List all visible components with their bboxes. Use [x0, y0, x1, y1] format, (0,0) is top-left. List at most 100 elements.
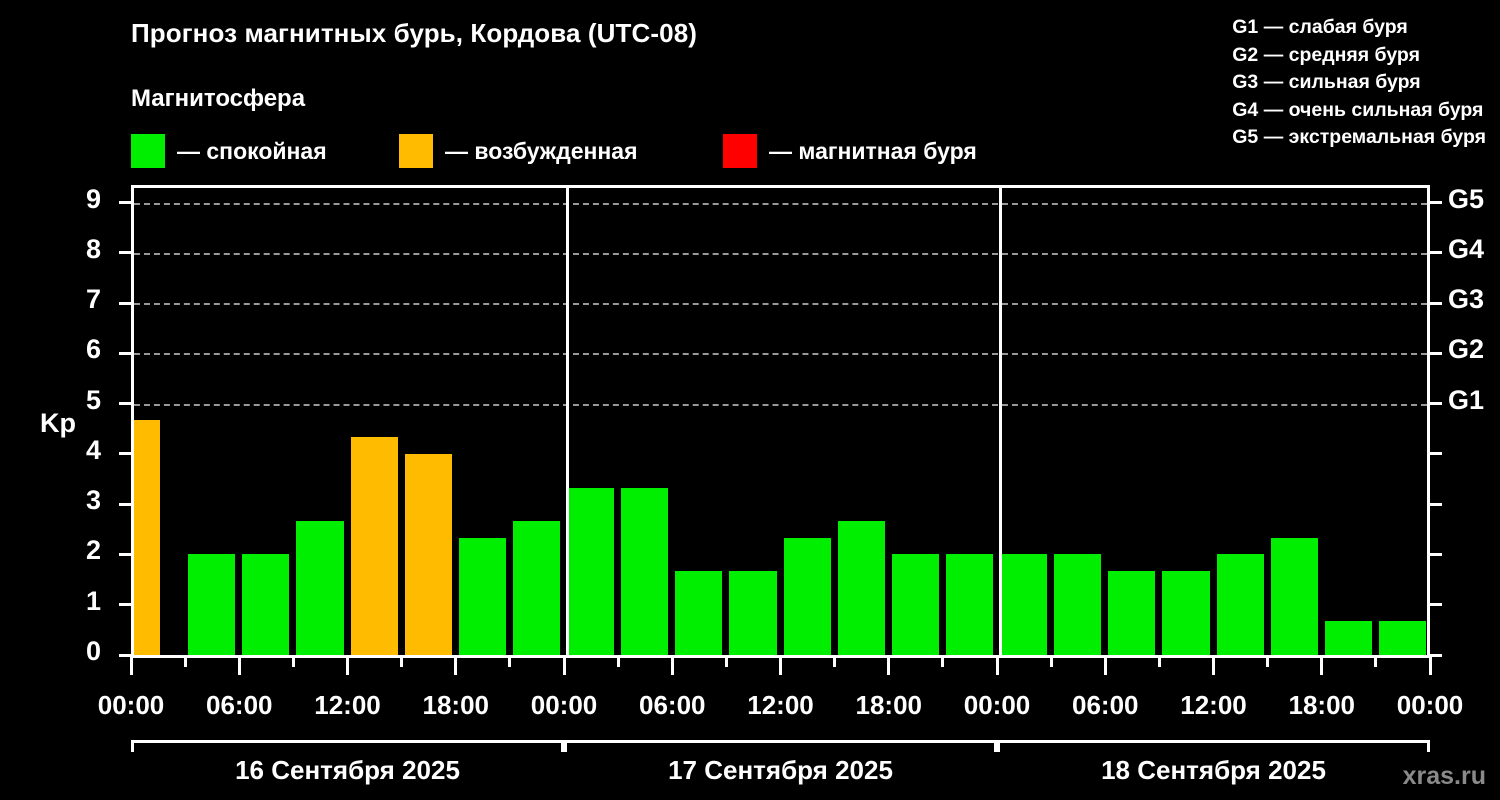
- bar: [242, 554, 290, 655]
- legend-quiet: — спокойная: [131, 134, 327, 168]
- day-separator: [998, 185, 1002, 655]
- x-axis-label: 00:00: [1396, 690, 1464, 720]
- x-axis-label: 00:00: [530, 690, 598, 720]
- g-scale-row-g3: G3 — сильная буря: [1232, 69, 1486, 97]
- g-axis-tick: [1430, 351, 1442, 355]
- bar: [512, 520, 560, 655]
- g-axis-label-g5: G5: [1448, 183, 1485, 214]
- g-axis-tick: [1430, 201, 1442, 205]
- x-axis-tick: [670, 655, 674, 675]
- y-axis-tick: [119, 502, 131, 506]
- bar: [837, 520, 885, 655]
- g-scale-row-g4: G4 — очень сильная буря: [1232, 97, 1486, 125]
- bar: [1108, 571, 1156, 655]
- x-axis-tick: [1157, 655, 1161, 667]
- x-axis-tick: [995, 655, 999, 675]
- bar: [1216, 554, 1264, 655]
- y-axis-tick: [119, 251, 131, 255]
- legend-quiet-label: — спокойная: [177, 137, 327, 164]
- g-axis-tick: [1430, 502, 1442, 506]
- magnetosphere-heading: Магнитосфера: [131, 85, 306, 112]
- bar: [134, 420, 161, 655]
- gridline-kp-8: [134, 252, 1427, 255]
- x-axis-tick: [1320, 655, 1324, 675]
- x-axis-tick: [779, 655, 782, 675]
- g-scale-row-g2: G2 — средняя буря: [1232, 42, 1486, 70]
- g-axis-label-g2: G2: [1448, 334, 1485, 365]
- g-scale-text: — слабая буря: [1258, 16, 1408, 38]
- x-axis-tick: [1374, 655, 1378, 667]
- x-axis-label: 18:00: [422, 690, 490, 720]
- day-label: 16 Сентября 2025: [235, 755, 460, 785]
- x-axis-label: 00:00: [97, 690, 165, 720]
- bar: [783, 537, 831, 655]
- y-axis-title: Kp: [40, 408, 76, 438]
- bar: [891, 554, 939, 655]
- y-axis-tick: [119, 402, 131, 406]
- g-scale-legend: G1 — слабая буря G2 — средняя буря G3 — си…: [1232, 14, 1486, 152]
- bar: [188, 554, 236, 655]
- x-axis-label: 12:00: [1180, 690, 1247, 720]
- legend-storm-label: — магнитная буря: [769, 137, 977, 164]
- x-axis-label: 18:00: [1288, 690, 1356, 720]
- gridline-kp-5: [134, 403, 1427, 406]
- y-axis-label: 9: [85, 183, 101, 214]
- bar: [1324, 621, 1372, 655]
- g-axis-label-g4: G4: [1448, 233, 1485, 264]
- bar: [1054, 554, 1102, 655]
- watermark: xras.ru: [1402, 762, 1486, 790]
- x-axis-label: 06:00: [1072, 690, 1139, 720]
- bar: [621, 487, 669, 655]
- plot-area: [131, 185, 1430, 655]
- x-axis-label: 06:00: [206, 690, 273, 720]
- legend-active: — возбужденная: [399, 134, 638, 168]
- g-scale-text: — экстремальная буря: [1258, 126, 1486, 148]
- bar: [458, 537, 506, 655]
- x-axis-tick: [1428, 655, 1432, 675]
- x-axis-tick: [1266, 655, 1270, 667]
- gridline-kp-9: [134, 202, 1427, 205]
- x-axis-tick: [1212, 655, 1215, 675]
- y-axis-tick: [119, 452, 131, 456]
- bar: [404, 453, 452, 655]
- g-scale-text: — сильная буря: [1258, 71, 1421, 93]
- bar: [567, 487, 615, 655]
- y-axis-tick: [119, 603, 131, 607]
- day-label: 18 Сентября 2025: [1101, 755, 1326, 785]
- g-axis-tick: [1430, 251, 1442, 255]
- gridline-kp-6: [134, 353, 1427, 356]
- x-axis-label: 00:00: [963, 690, 1031, 720]
- g-scale-code: G5: [1232, 126, 1259, 148]
- g-scale-code: G1: [1232, 16, 1259, 38]
- y-axis-label: 4: [85, 434, 101, 465]
- bar: [1162, 571, 1210, 655]
- day-label: 17 Сентября 2025: [668, 755, 893, 785]
- plot-top-border: [131, 185, 1430, 188]
- x-axis-tick: [291, 655, 295, 667]
- x-axis-tick: [724, 655, 728, 667]
- g-axis-tick: [1430, 552, 1442, 556]
- legend-quiet-swatch-icon: [131, 134, 165, 168]
- y-axis-tick: [119, 653, 131, 657]
- y-axis-tick: [119, 201, 131, 205]
- day-separator: [565, 185, 569, 655]
- day-bracket: [997, 740, 1430, 752]
- x-axis-label: 18:00: [855, 690, 923, 720]
- x-axis-label: 12:00: [314, 690, 381, 720]
- legend-active-swatch-icon: [399, 134, 433, 168]
- y-axis-label: 1: [85, 585, 101, 616]
- bar: [1000, 554, 1048, 655]
- x-axis-tick: [183, 655, 187, 667]
- x-axis-tick: [346, 655, 349, 675]
- x-axis-tick: [833, 655, 837, 667]
- y-axis-tick: [119, 552, 131, 556]
- y-axis-label: 8: [85, 233, 101, 264]
- y-axis-label: 2: [85, 535, 101, 566]
- y-axis-label: 7: [85, 284, 101, 315]
- x-axis-tick: [887, 655, 891, 675]
- x-axis-tick: [616, 655, 620, 667]
- x-axis-tick: [454, 655, 458, 675]
- x-axis-tick: [400, 655, 404, 667]
- x-axis-tick: [237, 655, 241, 675]
- y-axis-tick: [119, 301, 131, 305]
